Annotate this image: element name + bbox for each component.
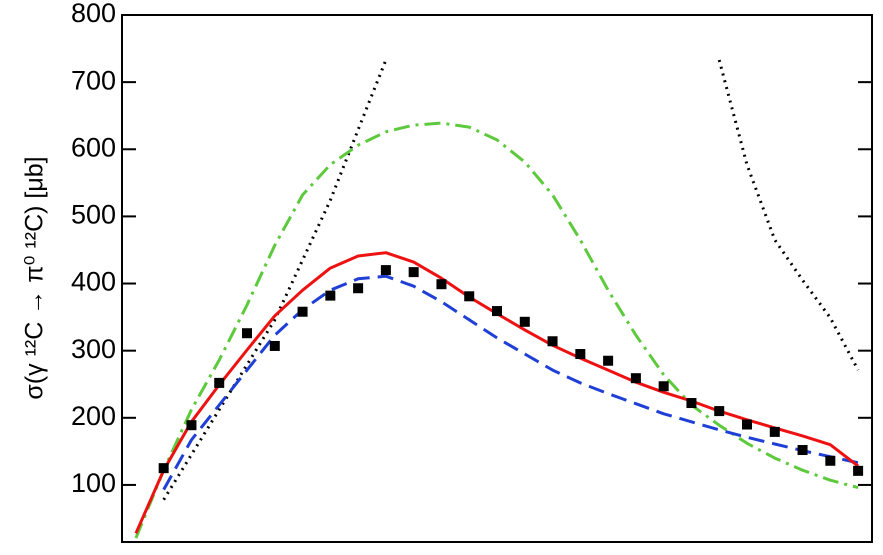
- curve: [162, 274, 859, 491]
- data-point: [686, 398, 697, 409]
- data-point: [630, 373, 641, 384]
- data-point: [408, 267, 419, 278]
- y-tick-label: 300: [71, 334, 116, 364]
- y-tick-label: 400: [71, 267, 116, 297]
- y-tick-label: 200: [71, 401, 116, 431]
- data-point: [242, 328, 252, 339]
- curve: [162, 59, 388, 501]
- data-point: [547, 336, 558, 347]
- y-tick-label: 500: [71, 200, 116, 230]
- data-point: [769, 426, 780, 437]
- data-point: [492, 306, 502, 317]
- data-point: [519, 316, 530, 327]
- curve: [717, 59, 860, 371]
- data-point: [464, 291, 475, 302]
- y-tick-label: 700: [71, 65, 116, 95]
- y-tick-label: 800: [71, 0, 116, 28]
- data-point: [297, 306, 308, 317]
- data-point: [853, 465, 864, 476]
- data-point: [742, 419, 752, 430]
- data-point: [353, 283, 364, 294]
- data-point: [436, 279, 447, 290]
- y-axis-label: σ(γ ¹²C → π⁰ ¹²C) [μb]: [21, 156, 49, 399]
- curve: [134, 121, 859, 539]
- data-point: [325, 290, 336, 301]
- plot-area: [134, 59, 864, 539]
- data-point: [380, 265, 391, 276]
- data-point: [825, 455, 836, 466]
- data-point: [186, 420, 197, 431]
- plot-frame: [121, 14, 873, 543]
- curve: [134, 251, 860, 534]
- data-point: [269, 340, 280, 351]
- data-point: [214, 377, 225, 388]
- y-tick-label: 600: [71, 132, 116, 162]
- data-point: [603, 355, 614, 366]
- y-tick-label: 100: [71, 468, 116, 498]
- data-point: [658, 381, 669, 392]
- data-point: [575, 349, 586, 360]
- data-point: [714, 406, 725, 417]
- data-point: [797, 445, 808, 456]
- data-point: [158, 463, 169, 474]
